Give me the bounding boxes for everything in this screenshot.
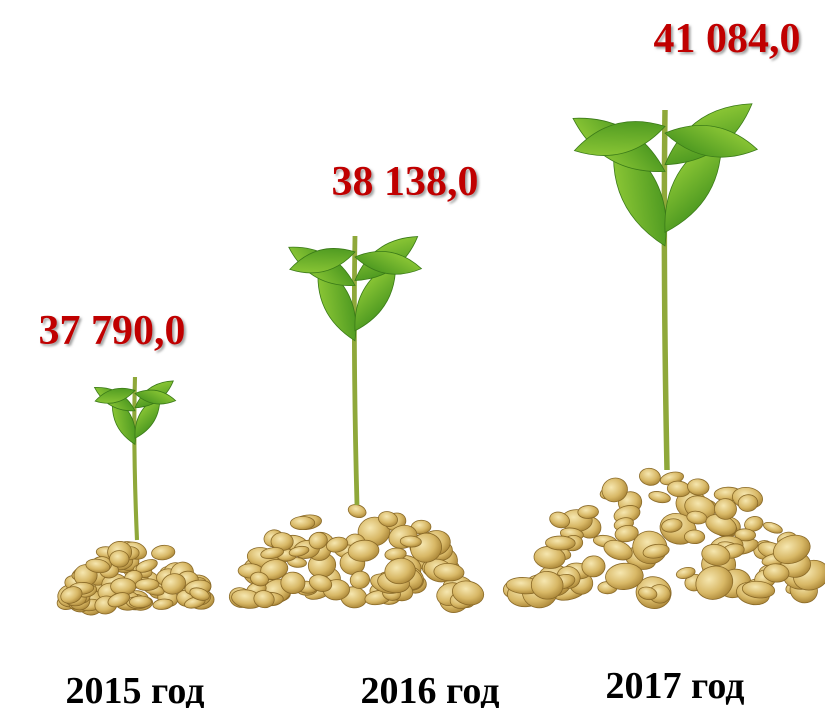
coin bbox=[250, 571, 269, 587]
coin bbox=[545, 535, 576, 551]
coin bbox=[614, 525, 639, 543]
coin bbox=[741, 580, 776, 599]
leaf bbox=[573, 121, 666, 156]
coin bbox=[280, 571, 306, 595]
plants bbox=[56, 103, 825, 616]
coin bbox=[648, 491, 671, 504]
coin bbox=[253, 590, 275, 609]
stem bbox=[351, 235, 360, 506]
coin bbox=[734, 528, 756, 542]
coin bbox=[60, 586, 83, 604]
coin bbox=[549, 511, 570, 529]
coin bbox=[308, 531, 328, 550]
coin bbox=[289, 516, 316, 531]
coin bbox=[687, 478, 710, 496]
coin bbox=[530, 570, 564, 600]
coin bbox=[603, 539, 633, 561]
coin bbox=[349, 570, 371, 589]
coin bbox=[714, 498, 737, 520]
coin bbox=[129, 595, 152, 609]
coin bbox=[347, 539, 380, 562]
leaf bbox=[354, 251, 423, 275]
coin bbox=[605, 562, 644, 590]
coin bbox=[577, 505, 599, 519]
coin bbox=[452, 580, 485, 606]
coin bbox=[347, 504, 367, 519]
coin bbox=[695, 565, 734, 600]
coin bbox=[763, 563, 790, 583]
year-label: 2016 год bbox=[361, 670, 500, 708]
coin bbox=[433, 563, 465, 582]
coin bbox=[581, 555, 606, 578]
coin bbox=[638, 586, 658, 601]
coin bbox=[763, 521, 783, 534]
coin bbox=[288, 545, 310, 557]
coin bbox=[701, 543, 731, 566]
coin bbox=[675, 566, 696, 579]
value-label: 41 084,0 bbox=[654, 16, 801, 62]
coin bbox=[684, 529, 706, 545]
coin bbox=[639, 467, 661, 486]
coin bbox=[326, 536, 349, 553]
value-label: 38 138,0 bbox=[332, 159, 479, 205]
coin bbox=[737, 494, 759, 512]
coin bbox=[151, 544, 176, 561]
coin bbox=[384, 557, 416, 585]
coin bbox=[161, 573, 186, 595]
coin bbox=[107, 592, 131, 608]
coin bbox=[109, 550, 130, 568]
year-label: 2017 год bbox=[606, 665, 745, 707]
coin bbox=[308, 574, 333, 592]
coin bbox=[399, 535, 422, 548]
coin bbox=[135, 578, 160, 591]
leaf bbox=[94, 387, 136, 404]
coin bbox=[152, 598, 174, 610]
coin bbox=[744, 516, 764, 532]
stem bbox=[661, 109, 670, 471]
coin bbox=[85, 558, 111, 574]
leaf bbox=[289, 248, 356, 274]
leaf bbox=[664, 124, 759, 158]
stem bbox=[132, 376, 140, 541]
value-label: 37 790,0 bbox=[39, 308, 186, 354]
coin bbox=[601, 477, 628, 503]
coin bbox=[772, 534, 811, 565]
leaf bbox=[134, 389, 177, 405]
coin bbox=[189, 587, 210, 601]
coin bbox=[661, 518, 683, 533]
year-label: 2015 год bbox=[66, 670, 205, 708]
coin bbox=[135, 559, 158, 573]
coin bbox=[260, 547, 284, 560]
coin bbox=[378, 511, 398, 527]
coin bbox=[642, 543, 670, 559]
